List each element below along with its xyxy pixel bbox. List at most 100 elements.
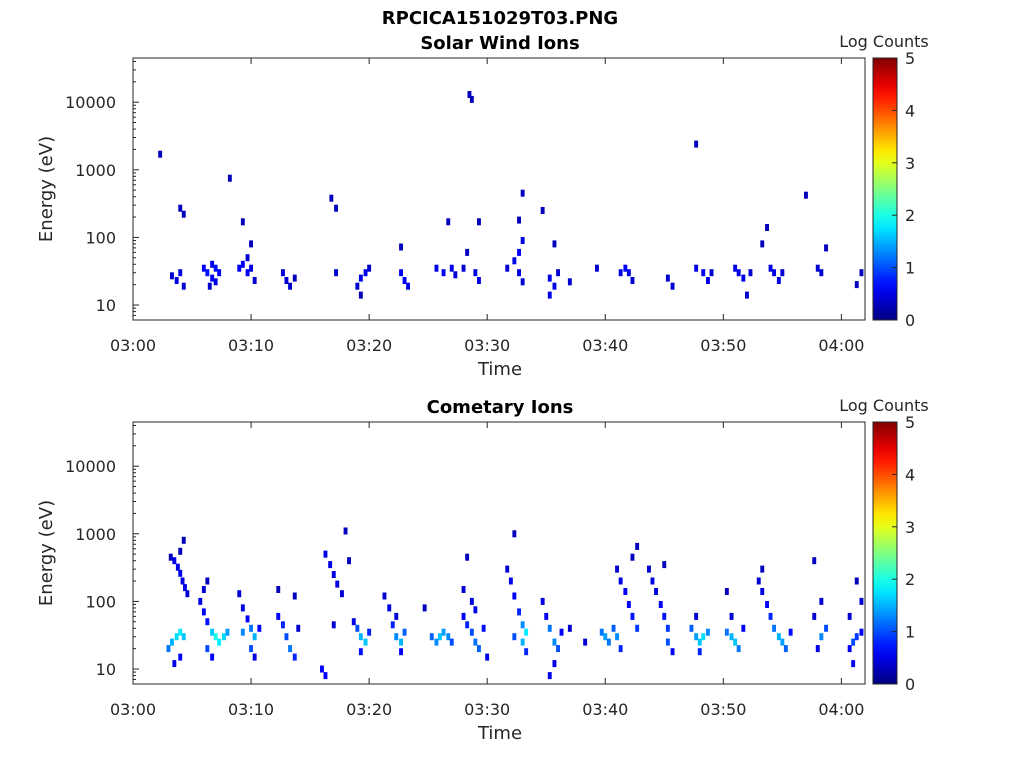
heatmap-cell	[854, 281, 859, 289]
heatmap-cell	[351, 618, 356, 626]
heatmap-cell	[854, 633, 859, 641]
heatmap-cell	[745, 291, 749, 299]
heatmap-cell	[635, 624, 640, 632]
heatmap-cell	[706, 628, 710, 636]
heatmap-cell	[292, 274, 297, 282]
heatmap-cell	[556, 645, 560, 653]
heatmap-cell	[512, 633, 517, 641]
heatmap-cell	[756, 577, 761, 585]
heatmap-cell	[399, 648, 403, 656]
heatmap-cell	[505, 565, 510, 573]
y-tick-label: 1000	[75, 525, 116, 544]
heatmap-cell	[780, 638, 785, 646]
heatmap-cell	[441, 269, 446, 277]
heatmap-cell	[662, 612, 667, 620]
colorbar-gradient	[872, 421, 898, 685]
heatmap-cell	[635, 542, 640, 550]
heatmap-cell	[544, 612, 549, 620]
heatmap-cell	[399, 243, 403, 251]
heatmap-cell	[477, 645, 481, 653]
heatmap-cell	[647, 565, 651, 573]
heatmap-cell	[281, 269, 285, 277]
heatmap-cell	[859, 269, 864, 277]
heatmap-cell	[227, 174, 232, 182]
heatmap-cell	[552, 240, 557, 248]
heatmap-cell	[288, 645, 292, 653]
heatmap-cell	[859, 628, 864, 636]
heatmap-cell	[406, 282, 410, 290]
heatmap-cell	[670, 282, 675, 290]
plot-area-frame	[132, 421, 866, 685]
heatmap-cell	[174, 277, 179, 284]
heatmap-cell	[618, 645, 623, 653]
heatmap-cell	[559, 628, 564, 636]
heatmap-cell	[281, 621, 285, 629]
heatmap-cell	[284, 633, 289, 641]
heatmap-cell	[473, 638, 478, 646]
heatmap-cell	[334, 269, 338, 277]
heatmap-cell	[449, 264, 454, 272]
heatmap-cell	[804, 191, 808, 199]
heatmap-cell	[292, 653, 297, 661]
heatmap-cell	[623, 264, 628, 272]
heatmap-cell	[217, 638, 222, 646]
colorbar-tick-label: 2	[905, 206, 915, 225]
y-tick-label: 10000	[65, 93, 116, 112]
heatmap-cell	[665, 638, 670, 646]
heatmap-cell	[724, 628, 729, 636]
heatmap-cell	[175, 563, 180, 571]
heatmap-cell	[335, 580, 340, 588]
heatmap-cell	[724, 588, 729, 595]
heatmap-cell	[694, 140, 699, 148]
heatmap-cell	[249, 240, 253, 248]
heatmap-cell	[736, 645, 741, 653]
colorbar-tick-label: 4	[905, 465, 915, 484]
heatmap-cell	[288, 282, 292, 290]
heatmap-cell	[552, 638, 557, 646]
heatmap-cell	[824, 244, 828, 252]
heatmap-cell	[630, 277, 635, 284]
heatmap-cell	[249, 645, 253, 653]
heatmap-cell	[583, 638, 588, 646]
heatmap-cell	[252, 277, 257, 284]
heatmap-cell	[552, 660, 557, 668]
heatmap-cell	[465, 621, 470, 629]
heatmap-cell	[178, 628, 183, 636]
heatmap-cell	[367, 628, 372, 636]
heatmap-cell	[630, 612, 635, 620]
heatmap-cell	[623, 588, 628, 595]
heatmap-cell	[180, 577, 185, 585]
x-tick-label: 03:00	[110, 336, 156, 355]
heatmap-cell	[520, 638, 525, 646]
heatmap-cell	[172, 557, 177, 565]
heatmap-cell	[556, 269, 560, 277]
x-tick-label: 03:50	[700, 700, 746, 719]
heatmap-cell	[245, 254, 250, 262]
heatmap-cell	[240, 260, 245, 268]
heatmap-cell	[547, 624, 552, 632]
heatmap-cell	[524, 648, 529, 656]
x-tick-label: 03:40	[582, 700, 628, 719]
heatmap-cell	[399, 269, 403, 277]
heatmap-cell	[469, 628, 474, 636]
heatmap-cell	[331, 621, 336, 629]
heatmap-cell	[367, 264, 372, 272]
solar-wind-panel: Solar Wind Ions 03:00 03:10 03:20 03:30 03:4…	[36, 32, 929, 380]
heatmap-cell	[185, 590, 190, 598]
heatmap-cell	[210, 628, 215, 636]
heatmap-cell	[438, 633, 442, 641]
heatmap-cell	[205, 645, 210, 653]
colorbar-label: Log Counts	[839, 396, 929, 415]
x-axis-label: Time	[477, 359, 522, 380]
heatmap-cell	[819, 633, 824, 641]
y-axis-label: Energy (eV)	[36, 136, 57, 242]
heatmap-cell	[181, 536, 186, 544]
heatmap-cell	[824, 624, 828, 632]
heatmap-cell	[446, 633, 451, 641]
heatmap-cell	[765, 224, 769, 231]
heatmap-cell	[547, 274, 552, 282]
heatmap-cell	[847, 645, 852, 653]
y-tick-label: 100	[85, 228, 116, 247]
heatmap-cell	[441, 628, 446, 636]
heatmap-cell	[776, 277, 781, 284]
